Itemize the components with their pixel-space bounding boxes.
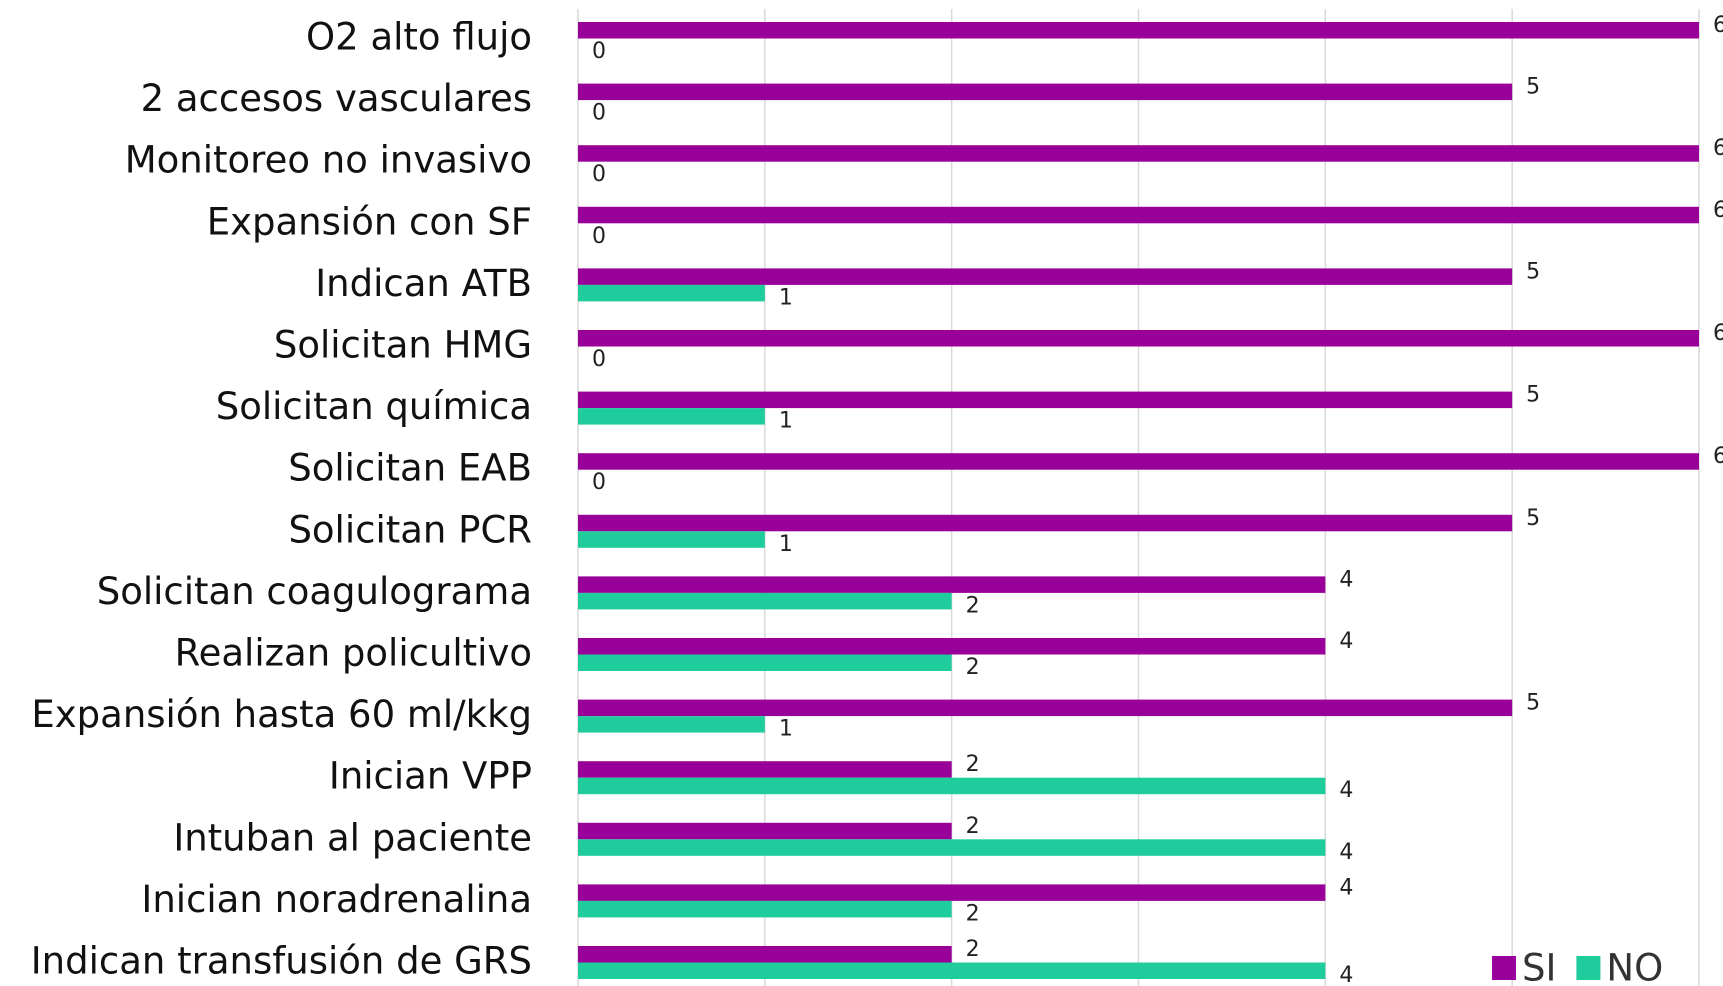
- data-label: 5: [1526, 506, 1540, 531]
- bar: [578, 900, 952, 918]
- data-label: 0: [592, 162, 606, 187]
- data-label: 1: [779, 717, 793, 742]
- data-label: 2: [966, 752, 980, 777]
- y-tick-label: Solicitan PCR: [288, 508, 532, 551]
- bar: [578, 284, 765, 302]
- y-tick-label: Inician VPP: [329, 755, 532, 798]
- legend-swatch: [1576, 956, 1601, 980]
- bar: [578, 654, 952, 671]
- bar: [578, 592, 952, 610]
- data-label: 2: [966, 814, 980, 839]
- bar: [578, 268, 1513, 285]
- y-tick-label: Indican transfusión de GRS: [31, 940, 532, 983]
- bar: [578, 839, 1326, 856]
- data-label: 4: [1339, 840, 1353, 865]
- y-tick-label: Realizan policultivo: [175, 632, 532, 675]
- data-label: 1: [779, 285, 793, 310]
- data-label: 0: [592, 101, 606, 126]
- bar: [578, 22, 1699, 39]
- data-label: 4: [1339, 778, 1353, 803]
- legend-label: NO: [1606, 947, 1663, 986]
- data-label: 6: [1713, 444, 1723, 469]
- y-tick-label: Expansión hasta 60 ml/kkg: [31, 693, 532, 736]
- bar: [578, 206, 1699, 224]
- y-tick-label: Solicitan coagulograma: [97, 570, 532, 613]
- data-label: 0: [592, 39, 606, 64]
- legend-swatch: [1492, 956, 1516, 980]
- bar: [578, 514, 1513, 532]
- y-tick-label: Solicitan HMG: [274, 324, 532, 367]
- bar: [578, 962, 1326, 979]
- bar: [578, 391, 1513, 409]
- data-label: 4: [1339, 963, 1353, 986]
- y-tick-label: Monitoreo no invasivo: [125, 139, 532, 182]
- bar: [578, 761, 952, 778]
- y-tick-label: Indican ATB: [315, 262, 532, 305]
- bar: [578, 408, 765, 425]
- data-label: 6: [1713, 321, 1723, 346]
- data-label: 5: [1526, 75, 1540, 100]
- data-label: 6: [1713, 136, 1723, 161]
- data-label: 5: [1526, 691, 1540, 716]
- bar: [578, 531, 765, 548]
- bar: [578, 716, 765, 733]
- y-tick-label: 2 accesos vasculares: [141, 77, 532, 120]
- y-tick-label: O2 alto flujo: [306, 16, 532, 59]
- data-label: 1: [779, 532, 793, 557]
- legend-label: SI: [1522, 947, 1556, 986]
- data-label: 0: [592, 224, 606, 249]
- data-label: 2: [966, 937, 980, 962]
- data-label: 2: [966, 901, 980, 926]
- data-label: 2: [966, 655, 980, 680]
- data-label: 4: [1339, 567, 1353, 592]
- bar: [578, 884, 1326, 901]
- data-label: 5: [1526, 383, 1540, 408]
- y-tick-label: Intuban al paciente: [173, 816, 532, 859]
- bar: [578, 453, 1699, 470]
- data-label: 0: [592, 347, 606, 372]
- bar: [578, 777, 1326, 795]
- data-label: 4: [1339, 629, 1353, 654]
- bar: [578, 822, 952, 840]
- data-label: 6: [1713, 13, 1723, 38]
- data-label: 5: [1526, 259, 1540, 284]
- data-label: 6: [1713, 198, 1723, 223]
- bar: [578, 699, 1513, 717]
- y-tick-label: Solicitan EAB: [288, 447, 532, 490]
- data-label: 4: [1339, 875, 1353, 900]
- y-tick-label: Expansión con SF: [207, 200, 532, 243]
- y-tick-label: Inician noradrenalina: [141, 878, 532, 921]
- data-label: 2: [966, 593, 980, 618]
- bar: [578, 638, 1326, 655]
- bar: [578, 946, 952, 963]
- bar: [578, 83, 1513, 101]
- data-label: 0: [592, 470, 606, 495]
- bar: [578, 576, 1326, 593]
- y-tick-label: Solicitan química: [216, 385, 532, 428]
- bar: [578, 145, 1699, 162]
- data-label: 1: [779, 409, 793, 434]
- bar: [578, 330, 1699, 347]
